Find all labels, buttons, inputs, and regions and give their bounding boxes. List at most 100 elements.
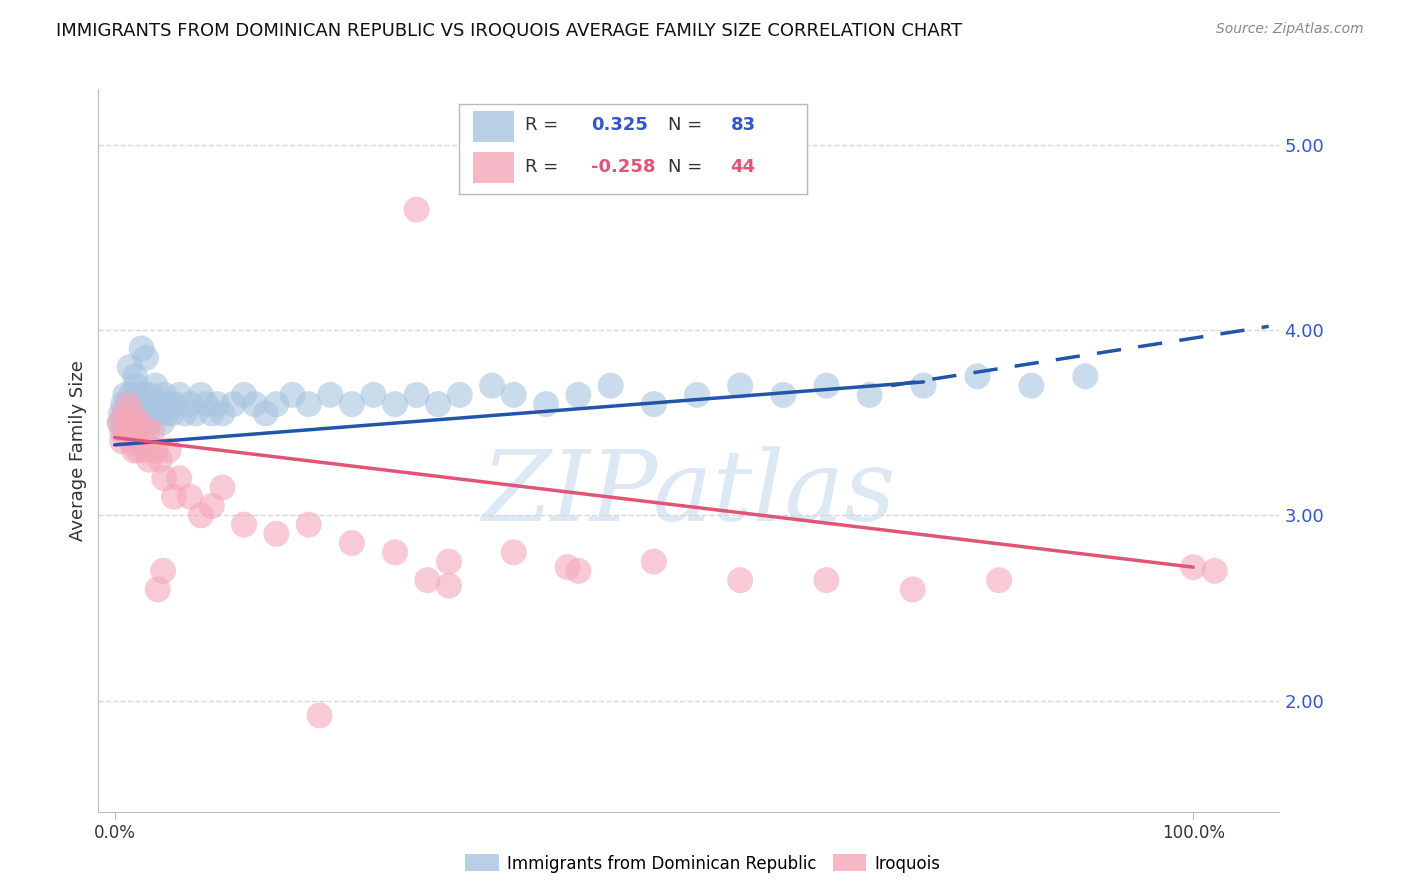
Point	[160, 406, 183, 420]
Point	[112, 416, 135, 430]
Point	[858, 388, 880, 402]
Point	[502, 388, 524, 402]
Point	[125, 425, 148, 439]
Point	[173, 406, 195, 420]
Point	[134, 443, 156, 458]
Point	[124, 369, 146, 384]
Point	[988, 573, 1011, 587]
Point	[155, 406, 177, 420]
Point	[127, 416, 149, 430]
Point	[163, 490, 186, 504]
Point	[142, 397, 165, 411]
Point	[122, 443, 145, 458]
Point	[136, 406, 159, 420]
Point	[340, 397, 363, 411]
Point	[567, 564, 589, 578]
Point	[567, 388, 589, 402]
Point	[437, 579, 460, 593]
Point	[815, 378, 838, 392]
Point	[405, 388, 427, 402]
Point	[416, 573, 439, 587]
Point	[233, 388, 256, 402]
Point	[481, 378, 503, 392]
Point	[308, 708, 330, 723]
Point	[384, 545, 406, 559]
Point	[728, 378, 751, 392]
Point	[135, 351, 157, 365]
Point	[110, 406, 132, 420]
Point	[138, 416, 160, 430]
Point	[157, 397, 180, 411]
Point	[319, 388, 342, 402]
Point	[169, 388, 191, 402]
Point	[138, 452, 160, 467]
Point	[108, 416, 131, 430]
Point	[152, 564, 174, 578]
Point	[169, 471, 191, 485]
Point	[281, 388, 304, 402]
Point	[114, 425, 136, 439]
Point	[114, 388, 136, 402]
Point	[121, 416, 143, 430]
Text: Source: ZipAtlas.com: Source: ZipAtlas.com	[1216, 22, 1364, 37]
Y-axis label: Average Family Size: Average Family Size	[69, 360, 87, 541]
Point	[901, 582, 924, 597]
Point	[163, 397, 186, 411]
Point	[502, 545, 524, 559]
Point	[136, 397, 159, 411]
Point	[243, 397, 266, 411]
Point	[149, 397, 172, 411]
Point	[125, 378, 148, 392]
Point	[124, 425, 146, 439]
Point	[254, 406, 277, 420]
Point	[405, 202, 427, 217]
Point	[363, 388, 385, 402]
Point	[112, 397, 135, 411]
Point	[190, 508, 212, 523]
Point	[912, 378, 935, 392]
Point	[266, 397, 288, 411]
Point	[131, 434, 153, 449]
Point	[111, 425, 134, 439]
Point	[141, 425, 163, 439]
Point	[115, 425, 138, 439]
Point	[1182, 560, 1205, 574]
Point	[534, 397, 557, 411]
Point	[153, 388, 176, 402]
Point	[131, 342, 153, 356]
Point	[179, 490, 201, 504]
Point	[120, 388, 142, 402]
Point	[728, 573, 751, 587]
Point	[815, 573, 838, 587]
Point	[127, 443, 149, 458]
Point	[184, 406, 207, 420]
Point	[966, 369, 988, 384]
Point	[449, 388, 471, 402]
Point	[266, 526, 288, 541]
Point	[131, 406, 153, 420]
Point	[149, 452, 172, 467]
Point	[205, 397, 228, 411]
Point	[233, 517, 256, 532]
Point	[118, 406, 141, 420]
Point	[128, 388, 150, 402]
Point	[120, 425, 142, 439]
Point	[118, 425, 141, 439]
Point	[643, 555, 665, 569]
Point	[117, 397, 139, 411]
Point	[129, 416, 152, 430]
Point	[298, 397, 321, 411]
Point	[125, 397, 148, 411]
Point	[298, 517, 321, 532]
Point	[146, 406, 169, 420]
Point	[117, 416, 139, 430]
Point	[141, 406, 163, 420]
Point	[340, 536, 363, 550]
Point	[118, 360, 141, 375]
Point	[1021, 378, 1043, 392]
Point	[190, 388, 212, 402]
Point	[136, 425, 159, 439]
Point	[437, 555, 460, 569]
Legend: Immigrants from Dominican Republic, Iroquois: Immigrants from Dominican Republic, Iroq…	[458, 847, 948, 880]
Point	[124, 416, 146, 430]
